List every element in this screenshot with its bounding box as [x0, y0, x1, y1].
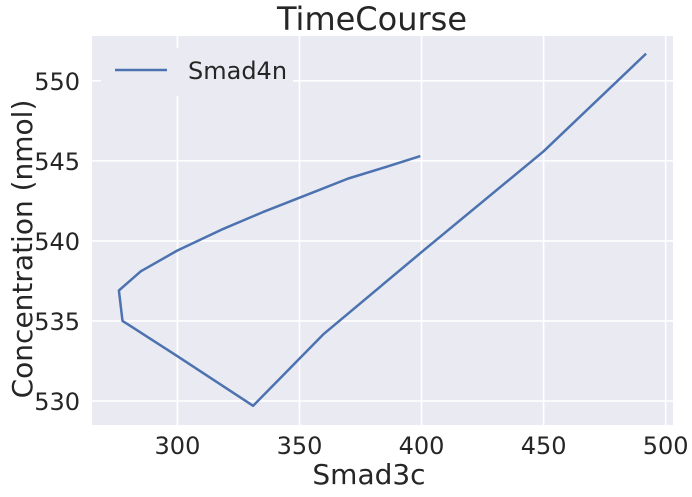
- x-tick-label: 400: [399, 432, 445, 460]
- x-axis-label: Smad3c: [312, 458, 425, 491]
- y-tick-labels: 530 535 540 545 550: [34, 68, 80, 416]
- y-tick-label: 540: [34, 228, 80, 256]
- plot-background: [92, 36, 673, 425]
- legend-box: [101, 48, 293, 96]
- legend: Smad4n: [101, 48, 293, 96]
- grid: [92, 36, 673, 425]
- chart-title: TimeCourse: [276, 0, 467, 38]
- x-tick-label: 300: [155, 432, 201, 460]
- y-tick-label: 550: [34, 68, 80, 96]
- y-axis-label: Concentration (nmol): [6, 100, 39, 399]
- series-layer: [117, 52, 647, 408]
- x-tick-label: 500: [643, 432, 689, 460]
- y-tick-label: 545: [34, 148, 80, 176]
- y-tick-label: 535: [34, 308, 80, 336]
- x-tick-labels: 300 350 400 450 500: [155, 432, 689, 460]
- y-tick-label: 530: [34, 388, 80, 416]
- x-tick-label: 450: [521, 432, 567, 460]
- series-line-smad4n: [117, 52, 647, 408]
- x-tick-label: 350: [277, 432, 323, 460]
- legend-label-smad4n: Smad4n: [188, 57, 287, 85]
